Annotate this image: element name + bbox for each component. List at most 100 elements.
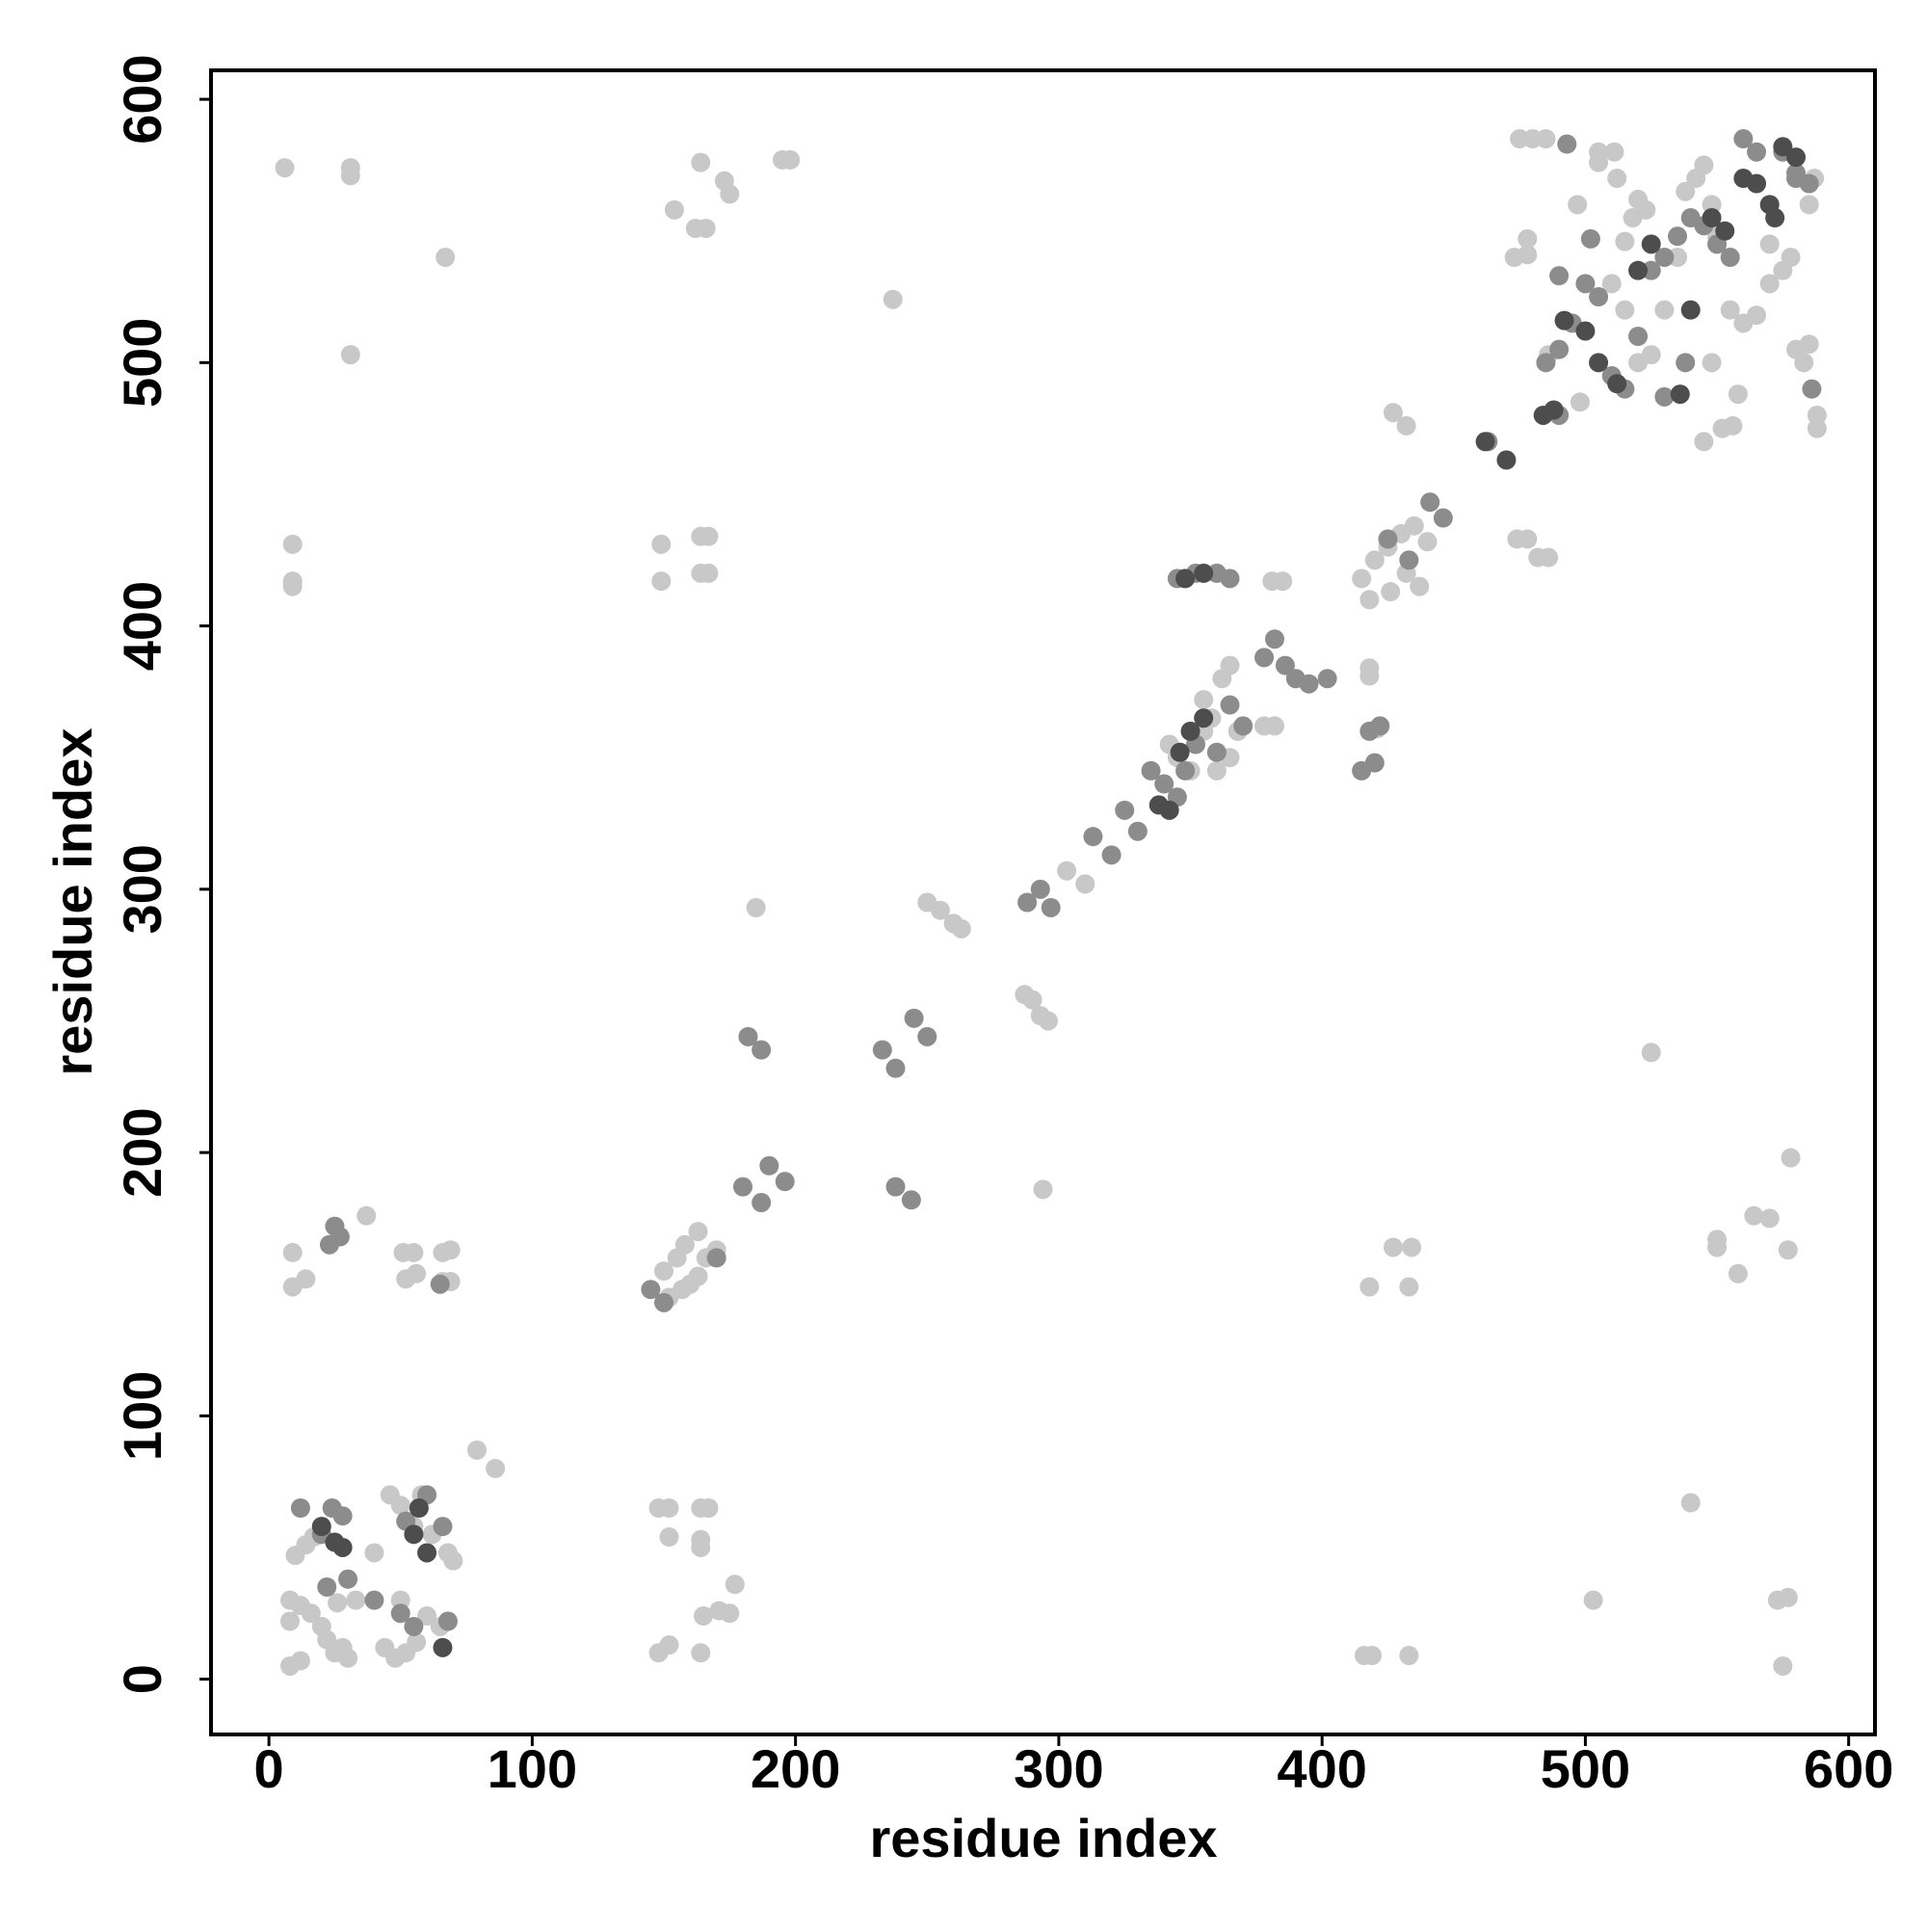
point bbox=[275, 158, 295, 178]
point bbox=[1615, 300, 1635, 320]
point bbox=[1570, 392, 1590, 412]
point bbox=[1536, 353, 1556, 373]
point bbox=[1299, 674, 1319, 694]
point bbox=[1017, 892, 1038, 913]
x-tick-label: 600 bbox=[1804, 1738, 1893, 1799]
point bbox=[409, 1497, 429, 1518]
point bbox=[1433, 508, 1453, 528]
point bbox=[1544, 400, 1564, 420]
point bbox=[1575, 274, 1596, 294]
point bbox=[673, 1280, 693, 1300]
point bbox=[1786, 147, 1807, 168]
point bbox=[1030, 879, 1050, 899]
point bbox=[1275, 655, 1295, 675]
point bbox=[466, 1440, 487, 1460]
point bbox=[1420, 492, 1440, 513]
point bbox=[364, 1590, 384, 1610]
point bbox=[1615, 231, 1635, 251]
x-axis-label: residue index bbox=[869, 1808, 1217, 1868]
point bbox=[746, 897, 766, 917]
point bbox=[688, 1222, 708, 1242]
point bbox=[1075, 874, 1095, 894]
point bbox=[1765, 208, 1785, 228]
point bbox=[1264, 716, 1284, 736]
point bbox=[1033, 1179, 1053, 1200]
point bbox=[1194, 690, 1214, 710]
point bbox=[437, 1611, 458, 1631]
point bbox=[1022, 990, 1043, 1010]
y-tick-label: 500 bbox=[112, 318, 172, 408]
point bbox=[1601, 274, 1622, 294]
point bbox=[691, 1643, 711, 1663]
point bbox=[885, 1058, 906, 1078]
point bbox=[659, 1497, 679, 1518]
point bbox=[356, 1205, 377, 1226]
point bbox=[282, 1242, 303, 1262]
point bbox=[1175, 569, 1196, 589]
point bbox=[1707, 1230, 1728, 1250]
point bbox=[1759, 1208, 1780, 1229]
point bbox=[1628, 260, 1649, 280]
point bbox=[930, 900, 950, 920]
point bbox=[691, 152, 711, 172]
point bbox=[1778, 1587, 1798, 1607]
point bbox=[279, 1655, 300, 1676]
y-tick-label: 100 bbox=[112, 1371, 172, 1461]
point bbox=[390, 1590, 410, 1610]
point bbox=[1194, 708, 1214, 728]
point bbox=[340, 345, 360, 365]
point bbox=[1607, 169, 1627, 189]
point bbox=[732, 1177, 752, 1197]
point bbox=[872, 1040, 892, 1060]
point bbox=[404, 1524, 424, 1545]
point bbox=[1404, 516, 1424, 536]
point bbox=[1802, 379, 1822, 399]
point bbox=[1715, 221, 1735, 241]
point bbox=[699, 1497, 719, 1518]
point bbox=[290, 1497, 310, 1518]
point bbox=[1641, 234, 1661, 254]
point bbox=[436, 248, 456, 268]
point bbox=[706, 1248, 726, 1268]
point bbox=[699, 526, 719, 546]
point bbox=[1352, 760, 1372, 781]
point bbox=[725, 1575, 745, 1595]
point bbox=[1396, 415, 1416, 436]
point bbox=[319, 1234, 339, 1255]
point bbox=[1399, 550, 1419, 570]
point bbox=[1575, 321, 1596, 341]
point bbox=[279, 1611, 300, 1631]
point bbox=[1781, 248, 1801, 268]
point bbox=[1680, 300, 1701, 320]
point bbox=[1496, 450, 1517, 470]
x-tick-label: 500 bbox=[1541, 1738, 1630, 1799]
point bbox=[1154, 774, 1175, 794]
point bbox=[1636, 199, 1656, 220]
point bbox=[1668, 248, 1688, 268]
point bbox=[775, 1172, 795, 1192]
y-tick-label: 600 bbox=[112, 54, 172, 144]
point bbox=[1759, 274, 1780, 294]
point bbox=[1799, 195, 1819, 215]
point bbox=[1410, 576, 1430, 596]
point bbox=[1206, 760, 1227, 781]
point bbox=[1807, 405, 1827, 425]
point bbox=[1654, 386, 1675, 407]
point bbox=[1417, 532, 1438, 552]
point bbox=[1604, 142, 1624, 162]
point bbox=[1807, 418, 1827, 438]
point bbox=[691, 1537, 711, 1557]
point bbox=[1399, 1277, 1419, 1297]
point bbox=[417, 1543, 437, 1563]
point bbox=[1733, 129, 1754, 149]
point bbox=[486, 1459, 506, 1479]
point bbox=[1589, 287, 1609, 307]
point bbox=[651, 534, 672, 554]
point bbox=[651, 571, 672, 592]
point bbox=[1127, 821, 1148, 841]
point bbox=[317, 1576, 337, 1597]
point bbox=[1038, 1011, 1058, 1031]
point bbox=[1359, 590, 1380, 610]
point bbox=[328, 1593, 348, 1613]
